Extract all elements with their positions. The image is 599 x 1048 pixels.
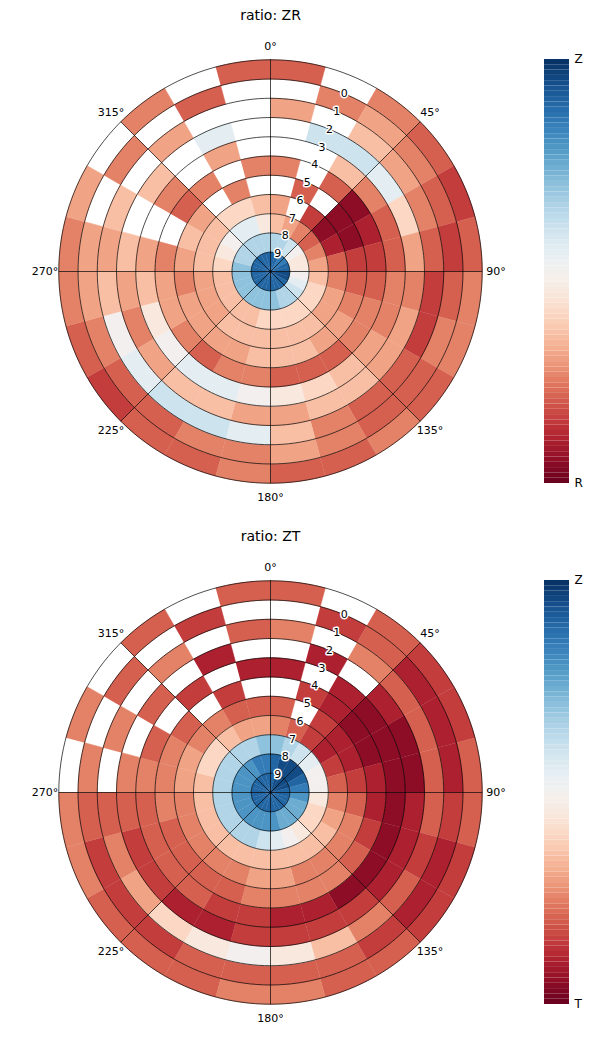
svg-text:315°: 315° <box>98 627 125 640</box>
svg-text:7: 7 <box>289 212 296 225</box>
svg-text:9: 9 <box>274 768 281 781</box>
svg-text:8: 8 <box>282 750 289 763</box>
svg-text:45°: 45° <box>420 627 440 640</box>
svg-text:90°: 90° <box>486 265 506 278</box>
svg-text:180°: 180° <box>257 1011 284 1024</box>
svg-text:270°: 270° <box>32 786 59 799</box>
svg-text:1: 1 <box>333 626 340 639</box>
svg-text:Z: Z <box>575 52 583 66</box>
svg-text:2: 2 <box>326 123 333 136</box>
svg-text:270°: 270° <box>32 265 59 278</box>
svg-text:5: 5 <box>304 176 311 189</box>
svg-text:225°: 225° <box>98 424 125 437</box>
svg-text:Z: Z <box>575 573 583 587</box>
svg-text:315°: 315° <box>98 106 125 119</box>
svg-text:4: 4 <box>311 679 318 692</box>
svg-text:90°: 90° <box>486 786 506 799</box>
svg-text:0°: 0° <box>264 40 277 53</box>
svg-text:6: 6 <box>296 715 303 728</box>
svg-text:135°: 135° <box>417 945 444 958</box>
svg-text:3: 3 <box>319 141 326 154</box>
svg-text:45°: 45° <box>420 106 440 119</box>
svg-text:T: T <box>574 997 583 1011</box>
svg-text:7: 7 <box>289 733 296 746</box>
svg-text:225°: 225° <box>98 945 125 958</box>
svg-text:180°: 180° <box>257 490 284 503</box>
svg-text:9: 9 <box>274 247 281 260</box>
svg-text:0: 0 <box>341 608 348 621</box>
svg-text:5: 5 <box>304 697 311 710</box>
svg-text:4: 4 <box>311 158 318 171</box>
svg-text:1: 1 <box>333 105 340 118</box>
svg-text:0: 0 <box>341 87 348 100</box>
svg-text:8: 8 <box>282 229 289 242</box>
svg-text:135°: 135° <box>417 424 444 437</box>
svg-text:2: 2 <box>326 644 333 657</box>
svg-text:0°: 0° <box>264 561 277 574</box>
svg-text:ratio: ZT: ratio: ZT <box>241 528 301 544</box>
svg-text:3: 3 <box>319 662 326 675</box>
svg-text:ratio: ZR: ratio: ZR <box>240 7 301 23</box>
svg-text:R: R <box>575 476 583 490</box>
svg-text:6: 6 <box>296 194 303 207</box>
